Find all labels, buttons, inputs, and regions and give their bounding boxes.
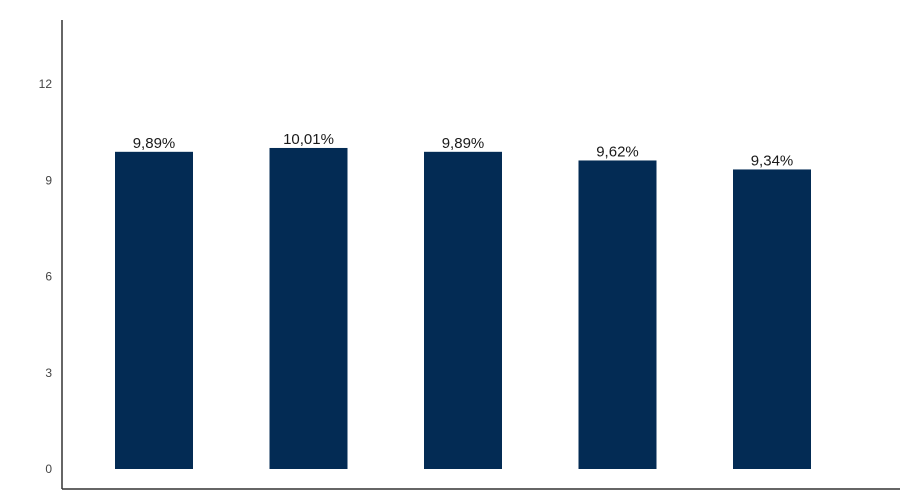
bar-data-label: 9,34% xyxy=(751,152,794,169)
bar-data-label: 9,62% xyxy=(596,143,639,160)
bar xyxy=(115,151,193,469)
bar-series xyxy=(115,147,811,470)
bar xyxy=(424,151,502,469)
y-tick-label: 12 xyxy=(39,77,53,91)
y-tick-label: 9 xyxy=(45,173,52,187)
y-tick-label: 6 xyxy=(45,270,52,284)
bar-data-label: 9,89% xyxy=(133,135,176,152)
bar xyxy=(578,160,657,470)
y-axis-tick-labels: 0 3 6 9 12 xyxy=(39,77,53,476)
bar xyxy=(733,169,811,469)
bar-data-labels: 9,89% 10,01% 9,89% 9,62% 9,34% xyxy=(133,131,794,169)
y-tick-label: 0 xyxy=(45,462,52,476)
y-tick-label: 3 xyxy=(45,366,52,380)
bar-data-label: 9,89% xyxy=(442,135,485,152)
bar xyxy=(269,147,348,469)
bar-data-label: 10,01% xyxy=(283,131,334,148)
